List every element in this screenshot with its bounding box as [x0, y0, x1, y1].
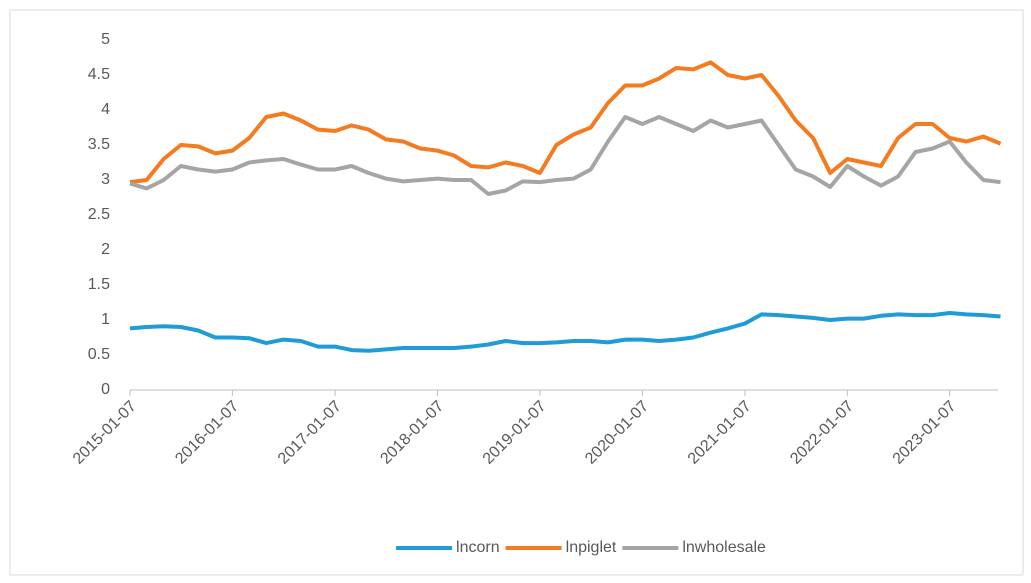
legend: lncorn lnpiglet lnwholesale [396, 539, 766, 556]
legend-label: lnwholesale [682, 539, 766, 556]
y-tick-label: 4.5 [88, 66, 110, 83]
y-tick-label: 3.5 [88, 136, 110, 153]
y-tick-label: 0.5 [88, 346, 110, 363]
chart-frame [9, 9, 1024, 576]
legend-label: lnpiglet [566, 539, 617, 556]
y-tick-label: 3 [101, 171, 110, 188]
series-line [129, 311, 1001, 353]
series-line [129, 115, 1001, 196]
y-tick-label: 1.5 [88, 276, 110, 293]
y-tick-label: 0 [101, 381, 110, 398]
y-tick-label: 1 [101, 311, 110, 328]
y-tick-label: 4 [101, 101, 110, 118]
y-tick-label: 2 [101, 241, 110, 258]
y-tick-label: 2.5 [88, 206, 110, 223]
series-line [129, 60, 1002, 185]
legend-label: lncorn [456, 539, 500, 556]
y-tick-label: 5 [101, 31, 110, 48]
